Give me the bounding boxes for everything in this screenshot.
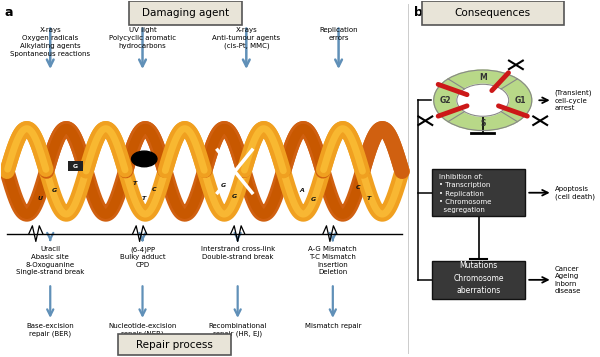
FancyBboxPatch shape xyxy=(432,170,525,216)
Text: Recombinational
repair (HR, EJ): Recombinational repair (HR, EJ) xyxy=(208,322,267,337)
Text: S: S xyxy=(480,119,485,128)
Circle shape xyxy=(434,70,532,131)
Text: Consequences: Consequences xyxy=(455,8,531,18)
Text: T: T xyxy=(367,196,371,201)
Text: Uracil
Abasic site
8-Oxoguanine
Single-strand break: Uracil Abasic site 8-Oxoguanine Single-s… xyxy=(16,246,85,275)
Circle shape xyxy=(457,84,509,116)
Text: C: C xyxy=(152,187,157,192)
Text: b: b xyxy=(413,6,422,19)
Text: G: G xyxy=(221,183,226,188)
Text: (6-4)PP
Bulky adduct
CPD: (6-4)PP Bulky adduct CPD xyxy=(120,246,166,268)
Text: UV light
Polycyclic aromatic
hydrocarbons: UV light Polycyclic aromatic hydrocarbon… xyxy=(109,27,176,49)
Text: G1: G1 xyxy=(514,96,526,105)
Text: Damaging agent: Damaging agent xyxy=(142,8,229,18)
Text: Repair process: Repair process xyxy=(136,340,212,350)
Text: Base-excision
repair (BER): Base-excision repair (BER) xyxy=(26,322,74,337)
Text: M: M xyxy=(479,73,487,82)
FancyBboxPatch shape xyxy=(118,334,231,356)
Text: T: T xyxy=(142,196,146,201)
Text: G: G xyxy=(73,164,77,169)
Text: Mutations
Chromosome
aberrations: Mutations Chromosome aberrations xyxy=(454,261,504,296)
Text: Apoptosis
(cell death): Apoptosis (cell death) xyxy=(555,186,595,200)
Text: C: C xyxy=(355,185,360,190)
Text: Interstrand cross-link
Double-strand break: Interstrand cross-link Double-strand bre… xyxy=(200,246,275,260)
Text: G: G xyxy=(311,197,316,202)
Circle shape xyxy=(131,151,157,167)
Text: (Transient)
cell-cycle
arrest: (Transient) cell-cycle arrest xyxy=(555,90,592,111)
Text: X-rays
Anti-tumour agents
(cis-Pt, MMC): X-rays Anti-tumour agents (cis-Pt, MMC) xyxy=(212,27,280,49)
Text: A: A xyxy=(300,188,305,193)
Text: Mismatch repair: Mismatch repair xyxy=(305,322,361,328)
Text: X-rays
Oxygen radicals
Alkylating agents
Spontaneous reactions: X-rays Oxygen radicals Alkylating agents… xyxy=(10,27,91,57)
Text: A-G Mismatch
T-C Mismatch
Insertion
Deletion: A-G Mismatch T-C Mismatch Insertion Dele… xyxy=(308,246,357,275)
Text: Nucleotide-excision
repair (NER): Nucleotide-excision repair (NER) xyxy=(109,322,177,337)
Text: T: T xyxy=(133,181,137,186)
Text: G: G xyxy=(52,188,57,193)
Text: G2: G2 xyxy=(440,96,451,105)
Text: U: U xyxy=(38,196,43,201)
Text: Replication
errors: Replication errors xyxy=(319,27,358,41)
Text: Inhibition of:
• Transcription
• Replication
• Chromosome
  segregation: Inhibition of: • Transcription • Replica… xyxy=(439,174,491,213)
FancyBboxPatch shape xyxy=(432,261,525,299)
FancyBboxPatch shape xyxy=(129,1,242,25)
Text: G: G xyxy=(232,194,238,199)
Text: a: a xyxy=(4,6,13,19)
FancyBboxPatch shape xyxy=(422,1,564,25)
Text: Cancer
Ageing
Inborn
disease: Cancer Ageing Inborn disease xyxy=(555,266,581,294)
FancyBboxPatch shape xyxy=(68,161,83,171)
